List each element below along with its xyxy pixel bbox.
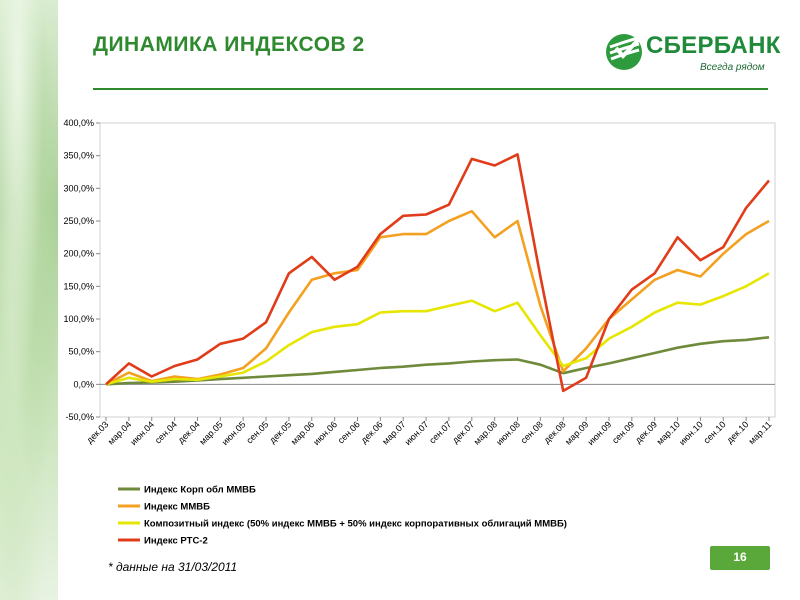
page-number-box: 16 [710, 546, 770, 570]
plot-border [99, 122, 776, 418]
y-axis-ticks: -50,0% 0,0% 50,0% 100,0% 150,0% 200,0% 250,0% 3… [63, 118, 100, 422]
series-line-4 [105, 153, 770, 393]
footnote: * данные на 31/03/2011 [108, 560, 238, 574]
x-tick-label: мар.06 [289, 419, 316, 446]
x-tick-label: июн.10 [677, 419, 705, 447]
chart-series [105, 153, 770, 393]
x-tick-label: мар.04 [106, 419, 133, 446]
x-tick-label: мар.11 [747, 419, 774, 446]
y-tick-label: 50,0% [68, 347, 94, 357]
x-tick-label: мар.05 [197, 419, 224, 446]
x-tick-label: сен.08 [519, 419, 545, 445]
page-title: ДИНАМИКА ИНДЕКСОВ 2 [93, 33, 365, 56]
series-line-2 [105, 209, 770, 386]
x-tick-label: мар.10 [655, 419, 682, 446]
x-tick-label: июн.07 [403, 419, 431, 447]
chart-plot-area [99, 122, 776, 418]
x-tick-label: июн.08 [494, 419, 522, 447]
y-tick-label: 300,0% [63, 183, 94, 193]
x-tick-label: дек.10 [725, 419, 751, 445]
x-tick-label: сен.10 [702, 419, 728, 445]
x-tick-label: сен.09 [610, 419, 636, 445]
logo-slogan: Всегда рядом [700, 62, 765, 73]
page-number: 16 [733, 550, 747, 564]
x-tick-label: июн.05 [220, 419, 248, 447]
y-tick-label: 200,0% [63, 249, 94, 259]
sberbank-logo-icon [606, 34, 642, 70]
y-tick-label: 0,0% [73, 379, 94, 389]
series-line-3 [105, 272, 770, 386]
y-tick-label: 250,0% [63, 216, 94, 226]
y-tick-label: 350,0% [63, 151, 94, 161]
x-tick-label: сен.06 [336, 419, 362, 445]
series-line-1 [105, 336, 770, 386]
legend-label-4: Индекс РТС-2 [144, 536, 208, 547]
x-tick-label: июн.04 [128, 419, 156, 447]
y-tick-label: -50,0% [65, 412, 94, 422]
header-divider [93, 88, 768, 90]
x-tick-label: мар.07 [380, 419, 407, 446]
x-tick-label: июн.06 [311, 419, 339, 447]
legend-label-2: Индекс ММВБ [144, 502, 210, 513]
legend-label-1: Индекс Корп обл ММВБ [144, 485, 256, 496]
x-tick-label: июн.09 [586, 419, 614, 447]
x-tick-label: сен.07 [427, 419, 453, 445]
logo-name: СБЕРБАНК [646, 32, 781, 59]
x-tick-label: мар.08 [472, 419, 499, 446]
x-axis-ticks: дек.03мар.04июн.04сен.04дек.04мар.05июн.… [84, 417, 773, 447]
sberbank-logo: СБЕРБАНК Всегда рядом [604, 30, 780, 78]
x-tick-label: мар.09 [563, 419, 590, 446]
chart-legend: Индекс Корп обл ММВБ Индекс ММВБ Композитн… [118, 485, 567, 547]
x-tick-label: сен.04 [153, 419, 179, 445]
leaf-background [0, 0, 58, 600]
y-tick-label: 150,0% [63, 281, 94, 291]
legend-label-3: Композитный индекс (50% индекс ММВБ + 50… [144, 519, 567, 530]
y-tick-label: 400,0% [63, 118, 94, 128]
y-tick-label: 100,0% [63, 314, 94, 324]
x-tick-label: сен.05 [244, 419, 270, 445]
